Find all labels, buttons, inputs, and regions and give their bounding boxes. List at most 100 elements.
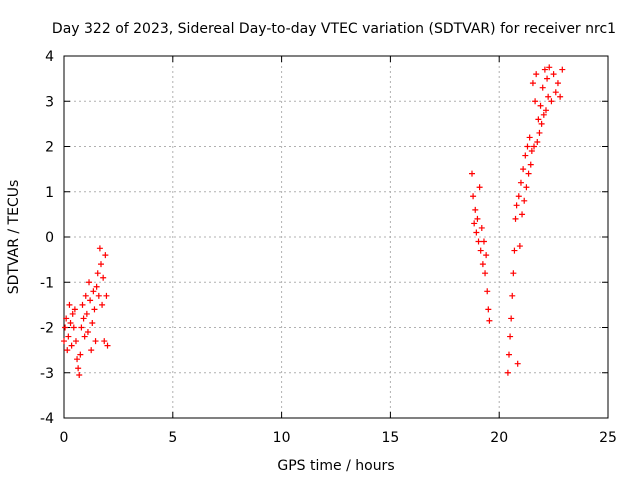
y-tick-label: 2 — [45, 140, 54, 156]
data-point — [101, 338, 108, 345]
data-point — [87, 297, 94, 304]
data-point — [96, 245, 103, 252]
data-point — [529, 80, 536, 87]
data-point — [69, 310, 76, 317]
data-point — [517, 179, 524, 186]
data-point — [486, 317, 493, 324]
data-point — [508, 315, 515, 322]
data-point — [514, 360, 521, 367]
data-point — [97, 261, 104, 268]
data-point — [99, 301, 106, 308]
data-point — [95, 292, 102, 299]
data-point — [485, 306, 492, 313]
y-tick-label: -3 — [40, 366, 54, 382]
data-point — [516, 243, 523, 250]
x-tick-label: 15 — [381, 430, 399, 446]
data-point — [76, 372, 83, 379]
data-point — [545, 93, 552, 100]
data-point — [472, 206, 479, 213]
data-point — [64, 347, 71, 354]
data-point — [557, 93, 564, 100]
data-point — [67, 319, 74, 326]
data-point — [474, 215, 481, 222]
data-point — [531, 143, 538, 150]
data-point — [61, 338, 67, 345]
data-point — [528, 148, 535, 155]
y-tick-label: 4 — [45, 49, 54, 65]
data-point — [520, 166, 527, 173]
data-point — [542, 107, 549, 114]
data-point — [540, 111, 547, 118]
data-point — [63, 315, 70, 322]
data-point — [89, 319, 96, 326]
y-tick-label: -1 — [40, 275, 54, 291]
data-point — [86, 279, 93, 286]
data-point — [535, 116, 542, 123]
data-point — [527, 161, 534, 168]
data-point — [92, 338, 99, 345]
data-point — [469, 170, 475, 177]
x-tick-label: 5 — [168, 430, 177, 446]
data-point — [90, 288, 97, 295]
x-tick-label: 25 — [599, 430, 617, 446]
data-point — [72, 338, 79, 345]
data-point — [533, 71, 540, 78]
data-point — [511, 247, 518, 254]
data-point — [100, 274, 107, 281]
data-point — [536, 129, 543, 136]
data-point — [477, 247, 484, 254]
data-point — [507, 333, 514, 340]
data-point — [83, 310, 90, 317]
data-point — [471, 220, 478, 227]
data-point — [102, 252, 109, 259]
data-point — [534, 138, 541, 145]
data-point — [509, 292, 516, 299]
data-point — [74, 356, 81, 363]
data-point — [550, 71, 557, 78]
data-point — [478, 224, 485, 231]
data-point — [526, 134, 533, 141]
y-tick-label: -4 — [40, 411, 54, 427]
y-axis-label: SDTVAR / TECUs — [6, 180, 22, 295]
data-point — [522, 152, 529, 159]
data-point — [475, 238, 482, 245]
x-tick-label: 20 — [490, 430, 508, 446]
data-point — [552, 89, 559, 96]
data-point — [80, 315, 87, 322]
data-point — [93, 283, 100, 290]
data-point — [75, 365, 82, 372]
y-tick-label: 0 — [45, 230, 54, 246]
data-point — [77, 351, 84, 358]
data-point — [519, 211, 526, 218]
data-point — [510, 270, 517, 277]
data-point — [512, 215, 519, 222]
data-point — [504, 369, 511, 376]
y-tick-label: -2 — [40, 321, 54, 337]
data-point — [78, 324, 85, 331]
data-point — [480, 238, 487, 245]
data-point — [70, 324, 77, 331]
data-point — [482, 270, 489, 277]
data-point — [532, 98, 539, 105]
grid-lines — [64, 56, 608, 418]
data-point — [84, 329, 91, 336]
data-point — [513, 202, 520, 209]
data-point — [483, 252, 490, 259]
data-point — [62, 324, 69, 331]
chart-title: Day 322 of 2023, Sidereal Day-to-day VTE… — [52, 21, 616, 37]
data-point — [548, 98, 555, 105]
x-tick-label: 10 — [273, 430, 291, 446]
y-tick-label: 1 — [45, 185, 54, 201]
data-point — [473, 229, 480, 236]
data-point — [559, 66, 566, 73]
data-point — [525, 170, 532, 177]
y-tick-label: 3 — [45, 94, 54, 110]
data-point — [65, 333, 72, 340]
data-point — [79, 301, 86, 308]
data-point — [88, 347, 95, 354]
data-point — [505, 351, 512, 358]
data-point — [524, 143, 531, 150]
data-point — [515, 193, 522, 200]
data-point — [484, 288, 491, 295]
